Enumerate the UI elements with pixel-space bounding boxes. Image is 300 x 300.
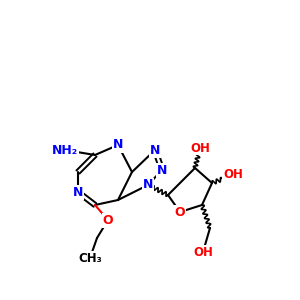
- Text: O: O: [103, 214, 113, 226]
- Text: N: N: [113, 139, 123, 152]
- Text: OH: OH: [190, 142, 210, 154]
- Text: N: N: [150, 143, 160, 157]
- Text: OH: OH: [193, 245, 213, 259]
- Text: NH₂: NH₂: [52, 143, 78, 157]
- Text: N: N: [157, 164, 167, 176]
- Text: N: N: [73, 185, 83, 199]
- Text: CH₃: CH₃: [78, 251, 102, 265]
- Text: OH: OH: [223, 169, 243, 182]
- Text: N: N: [143, 178, 153, 191]
- Text: O: O: [175, 206, 185, 218]
